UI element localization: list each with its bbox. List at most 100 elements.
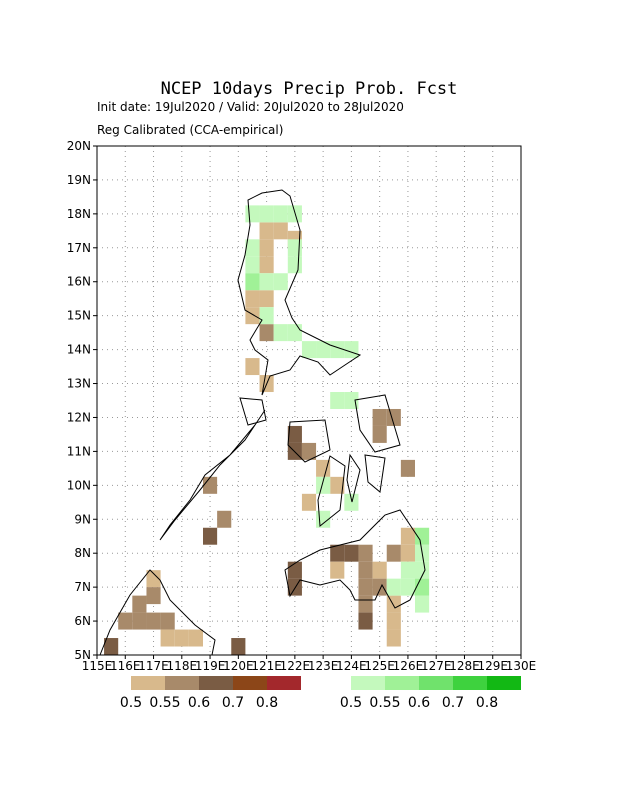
x-tick-label: 120E [223, 659, 254, 673]
prob-cell [104, 638, 119, 655]
x-tick-label: 130E [506, 659, 537, 673]
prob-cell [146, 570, 161, 588]
coast-leyte [364, 454, 386, 493]
legend-swatch [419, 676, 453, 690]
prob-cell [245, 290, 260, 308]
prob-cell [400, 527, 415, 545]
prob-cell [301, 442, 317, 460]
prob-cell [344, 544, 359, 562]
prob-cell [287, 561, 302, 579]
prob-cell [358, 578, 373, 596]
coast-mindoro [239, 397, 267, 426]
prob-cell [372, 425, 387, 443]
y-tick-label: 7N [74, 580, 91, 594]
x-tick-label: 129E [477, 659, 508, 673]
y-tick-label: 12N [67, 410, 91, 424]
prob-cell [358, 595, 373, 613]
prob-cell [259, 239, 274, 257]
y-tick-label: 6N [74, 614, 91, 628]
coast-borneo [99, 569, 216, 655]
legend-swatch [165, 676, 199, 690]
prob-cell [132, 595, 147, 613]
y-tick-label: 15N [67, 309, 91, 323]
legend-level: 0.8 [476, 695, 498, 711]
y-tick-label: 20N [67, 139, 91, 153]
prob-cell [415, 595, 430, 613]
x-tick-label: 115E [82, 659, 113, 673]
prob-cell [245, 205, 260, 223]
prob-cell [344, 493, 359, 511]
x-tick-label: 123E [308, 659, 339, 673]
prob-cell [330, 341, 345, 359]
prob-cell [174, 629, 189, 647]
x-tick-label: 121E [251, 659, 282, 673]
prob-cell [330, 476, 345, 494]
prob-cell [118, 612, 133, 630]
prob-cell [188, 629, 203, 647]
x-tick-label: 122E [280, 659, 311, 673]
prob-cell [344, 392, 359, 409]
legend-level: 0.6 [408, 695, 430, 711]
coast-cebu [346, 453, 361, 503]
y-tick-label: 11N [67, 444, 91, 458]
prob-cell [259, 205, 274, 223]
prob-cell [146, 612, 161, 630]
prob-cell [273, 222, 288, 240]
prob-cell [330, 561, 345, 579]
y-tick-label: 19N [67, 173, 91, 187]
legend-swatch [199, 676, 233, 690]
legend-swatch [267, 676, 301, 690]
legend-level: 0.8 [256, 695, 278, 711]
prob-cell [259, 307, 274, 325]
x-tick-label: 127E [421, 659, 452, 673]
prob-cell [203, 527, 218, 545]
prob-cell [287, 324, 302, 342]
prob-cell [217, 510, 232, 528]
coast-negros [317, 455, 346, 527]
prob-cell [372, 408, 387, 426]
prob-cell [358, 544, 373, 562]
legend-swatch [131, 676, 165, 690]
legend-swatch [233, 676, 267, 690]
legend-level: 0.6 [188, 695, 210, 711]
title: NCEP 10days Precip Prob. Fcst [161, 79, 458, 99]
prob-cell [386, 578, 401, 596]
coastline [99, 189, 426, 655]
prob-cell [259, 256, 274, 274]
prob-cell [316, 341, 331, 359]
prob-cell [287, 425, 302, 443]
prob-cell [344, 341, 359, 359]
legend-level: 0.7 [442, 695, 464, 711]
x-tick-label: 118E [167, 659, 198, 673]
x-tick-label: 116E [110, 659, 141, 673]
prob-cell [259, 273, 274, 291]
y-tick-label: 16N [67, 275, 91, 289]
prob-cell [245, 239, 260, 257]
prob-cell [386, 612, 401, 630]
prob-cell [316, 459, 331, 477]
coast-luzon [237, 189, 362, 396]
x-tick-label: 119E [195, 659, 226, 673]
legend-level: 0.5 [120, 695, 142, 711]
legend-level: 0.7 [222, 695, 244, 711]
y-tick-label: 8N [74, 546, 91, 560]
prob-cell [273, 273, 288, 291]
prob-cell [160, 629, 175, 647]
coast-panay [287, 419, 331, 463]
prob-cell [273, 324, 288, 342]
legend-level: 0.55 [149, 695, 180, 711]
coast-samar [354, 394, 401, 453]
legend-level: 0.55 [369, 695, 400, 711]
y-tick-label: 14N [67, 343, 91, 357]
prob-cell [386, 544, 401, 562]
prob-cell [160, 612, 175, 630]
prob-cell [415, 527, 430, 545]
prob-cell [386, 629, 401, 647]
y-tick-label: 17N [67, 241, 91, 255]
prob-cell [358, 612, 373, 630]
prob-cell [287, 256, 302, 274]
note: Reg Calibrated (CCA-empirical) [97, 123, 283, 137]
legend-swatch [351, 676, 385, 690]
prob-cell [245, 256, 260, 274]
